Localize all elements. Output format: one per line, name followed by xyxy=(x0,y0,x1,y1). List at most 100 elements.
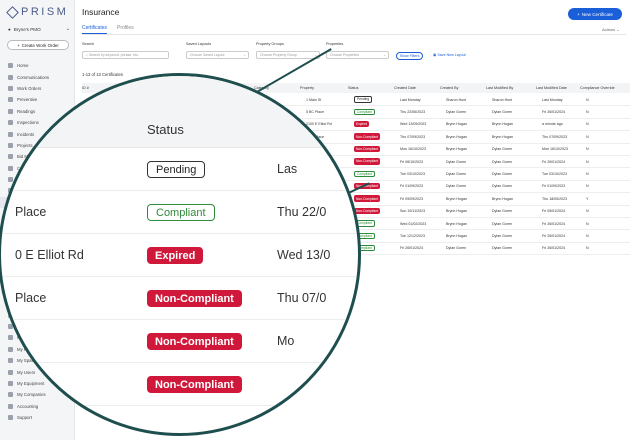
chevron-down-icon: ⌄ xyxy=(243,53,246,57)
cell-created: Wed 13/09/2023 xyxy=(400,122,427,127)
results-count: 1-13 of 13 Certificates xyxy=(82,72,123,77)
contracts-icon xyxy=(8,165,13,171)
cell-mod-by: Brynn Hogan xyxy=(492,122,513,127)
tab-certificates[interactable]: Certificates xyxy=(82,25,108,34)
cell-mod-date: Last Monday xyxy=(542,97,563,102)
cell-mod-by: Brynn Hogan xyxy=(492,196,513,201)
sidebar-item-home[interactable]: Home xyxy=(0,60,75,71)
create-work-order-button[interactable]: + Create Work Order xyxy=(7,40,69,50)
new-certificate-label: New Certificate xyxy=(581,11,613,17)
column-header[interactable]: Compliance Override xyxy=(580,86,615,90)
cell-mod-date: Fri 26/01/2024 xyxy=(542,109,566,114)
column-header[interactable]: Last Modified Date xyxy=(536,86,567,90)
cell-created: Thu 07/09/2023 xyxy=(400,134,426,139)
reporting-icon xyxy=(8,323,13,329)
cell-by: Dylan Goren xyxy=(446,246,467,251)
column-header[interactable]: Created Date xyxy=(394,86,416,90)
cell-by: Dylan Goren xyxy=(446,159,467,164)
cell-mod-date: Mon 16/10/2023 xyxy=(542,147,568,152)
plus-icon: + xyxy=(577,11,580,17)
magnified-status-badge: Compliant xyxy=(147,204,215,221)
cell-by: Brynn Hogan xyxy=(446,134,467,139)
my-files-icon xyxy=(8,335,13,341)
property-groups-select[interactable]: Choose Property Group ⌄ xyxy=(256,51,320,59)
sidebar-item-label: My Users xyxy=(17,369,36,375)
sidebar-item-support[interactable]: Support xyxy=(0,412,75,423)
status-badge: Expired xyxy=(354,121,370,128)
cell-mod-date: Fri 05/01/2024 xyxy=(542,209,566,214)
cell-mod-date: Fri 26/01/2024 xyxy=(542,246,566,251)
status-badge: Non-Compliant xyxy=(354,145,380,153)
sidebar-item-accounting[interactable]: Accounting xyxy=(0,401,75,412)
tab-profiles[interactable]: Profiles xyxy=(117,25,134,31)
cell-mod-date: Fri 26/01/2024 xyxy=(542,233,566,238)
column-header[interactable]: Last Modified By xyxy=(486,86,514,90)
save-new-layout-link[interactable]: ▣ Save New Layout xyxy=(433,53,466,57)
cell-mod-date: Thu 18/05/2023 xyxy=(542,196,568,201)
cell-override: N xyxy=(586,97,589,102)
magnified-row xyxy=(1,234,358,277)
sidebar-item-my-companies[interactable]: My Companies xyxy=(0,389,75,400)
search-input[interactable]: ⌕ Search by keyword, phrase, etc. xyxy=(82,51,169,59)
cell-mod-by: Dylan Goren xyxy=(492,233,513,238)
support-icon xyxy=(8,415,13,421)
magnified-status-badge: Non-Compliant xyxy=(147,376,242,393)
saved-layouts-placeholder: Choose Saved Layout xyxy=(190,53,225,57)
cell-created: Last Monday xyxy=(400,97,421,102)
my-companies-icon xyxy=(8,392,13,398)
cell-override: N xyxy=(586,233,589,238)
table-row[interactable]: Non-Compliant Fri 09/09/2023 Brynn Hogan Br… xyxy=(82,193,630,206)
cell-created: Fri 09/09/2023 xyxy=(400,196,424,201)
cell-by: Brynn Hogan xyxy=(446,233,467,238)
cell-created: Tue 12/12/2023 xyxy=(400,233,426,238)
cell-override: N xyxy=(586,246,589,251)
chevron-down-icon: ⌄ xyxy=(65,26,70,32)
show-filters-button[interactable]: Show Filters xyxy=(396,52,423,60)
cell-mod-by: Sharon Hunt xyxy=(492,97,513,102)
cell-created: Tue 03/10/2023 xyxy=(400,171,426,176)
magnified-row xyxy=(1,191,358,234)
cell-override: N xyxy=(586,171,589,176)
cell-mod-by: Dylan Goren xyxy=(492,184,513,189)
org-switcher[interactable]: ● Bryne's PMO ⌄ xyxy=(8,24,70,34)
cell-mod-date: a minute ago xyxy=(542,122,563,127)
column-header[interactable]: Created By xyxy=(440,86,459,90)
new-certificate-button[interactable]: + New Certificate xyxy=(568,8,622,20)
my-properties-icon xyxy=(8,346,13,352)
cell-override: N xyxy=(586,147,589,152)
table-row[interactable]: Compliant Tue 03/10/2023 Dylan Goren Dylan … xyxy=(82,168,630,181)
cell-mod-by: Brynn Hogan xyxy=(492,134,513,139)
sidebar-item-my-users[interactable]: My Users xyxy=(0,366,75,377)
sidebar-item-label: Accounting xyxy=(17,403,39,409)
page-title: Insurance xyxy=(82,7,120,17)
property-groups-placeholder: Choose Property Group xyxy=(260,53,297,57)
tab-divider xyxy=(82,34,626,35)
cell-by: Brynn Hogan xyxy=(446,147,467,152)
cell-by: Brynn Hogan xyxy=(446,221,467,226)
magnified-created-date: Wed 13/0 xyxy=(277,248,331,262)
sidebar-item-my-equipment[interactable]: My Equipment xyxy=(0,378,75,389)
org-icon: ● xyxy=(8,26,11,32)
my-spaces-icon xyxy=(8,358,13,364)
prism-logo[interactable]: PRISM xyxy=(6,5,68,19)
sidebar-item-my-spaces[interactable]: My Spaces xyxy=(0,355,75,366)
properties-placeholder: Choose Properties xyxy=(330,53,359,57)
table-row[interactable]: Non-Compliant Fri 06/10/2023 Dylan Goren Dy… xyxy=(82,156,630,169)
actions-menu[interactable]: Actions ⌄ xyxy=(602,27,620,32)
properties-select[interactable]: Choose Properties ⌄ xyxy=(326,51,389,59)
table-row[interactable]: Non-Compliant Fri 01/09/2023 Dylan Goren Dy… xyxy=(82,181,630,194)
cell-mod-by: Dylan Goren xyxy=(492,159,513,164)
my-users-icon xyxy=(8,369,13,375)
sidebar-item-label: My Companies xyxy=(17,392,46,398)
magnified-created-date: Las xyxy=(277,162,298,176)
property-groups-label: Property Groups xyxy=(256,42,284,46)
cell-created: Sun 19/11/2023 xyxy=(400,209,426,214)
table-row[interactable]: Non-Compliant Mon 16/10/2023 Brynn Hogan Dy… xyxy=(82,144,630,156)
saved-layouts-select[interactable]: Choose Saved Layout ⌄ xyxy=(186,51,249,59)
cell-created: Wed 01/02/2023 xyxy=(400,221,427,226)
cell-by: Dylan Goren xyxy=(446,171,467,176)
accounting-icon xyxy=(8,403,13,409)
magnified-status-badge: Expired xyxy=(147,247,204,264)
magnified-property: 0 E Elliot Rd xyxy=(15,248,84,262)
cell-override: N xyxy=(586,122,589,127)
